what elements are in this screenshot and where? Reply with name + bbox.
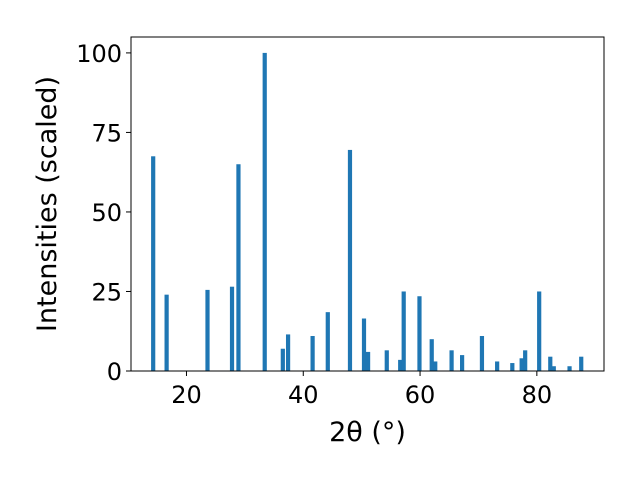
bar (449, 350, 454, 371)
bar (262, 52, 267, 372)
bar (401, 291, 406, 371)
y-tick-label: 50 (91, 199, 122, 227)
bar (236, 164, 241, 371)
y-tick-label: 100 (76, 40, 122, 68)
bar (460, 355, 465, 371)
bar (384, 350, 389, 371)
bars-layer (151, 52, 584, 372)
x-tick-label: 20 (171, 381, 202, 409)
bar (537, 291, 542, 371)
y-tick-label: 25 (91, 278, 122, 306)
bar (433, 361, 438, 371)
bar (347, 149, 353, 371)
bar (151, 156, 156, 371)
bar (579, 356, 584, 371)
y-tick-label: 75 (91, 119, 122, 147)
bar (310, 336, 315, 371)
y-tick-label: 0 (107, 358, 122, 386)
x-tick-label: 80 (522, 381, 553, 409)
bar (479, 336, 485, 371)
bar (548, 356, 553, 371)
bar (551, 366, 556, 371)
bar (205, 289, 210, 371)
bar (523, 350, 528, 371)
bar (567, 366, 572, 371)
x-axis-label: 2θ (°) (329, 417, 406, 448)
bar (285, 334, 291, 371)
y-axis: 0 25 50 75 100 (76, 40, 131, 386)
x-axis: 20 40 60 80 (171, 371, 552, 409)
bar (325, 312, 330, 371)
bar (229, 286, 235, 371)
bar (495, 361, 500, 371)
bar (417, 296, 422, 371)
plot-frame (130, 36, 605, 372)
x-tick-label: 60 (405, 381, 436, 409)
bar (365, 351, 371, 371)
y-axis-label: Intensities (scaled) (32, 76, 63, 332)
x-tick-label: 40 (288, 381, 319, 409)
bar (398, 359, 403, 371)
bar (510, 363, 515, 371)
bar (361, 318, 367, 371)
bar (519, 358, 524, 371)
bar (164, 294, 169, 371)
bar (280, 348, 285, 371)
bar (429, 339, 434, 371)
